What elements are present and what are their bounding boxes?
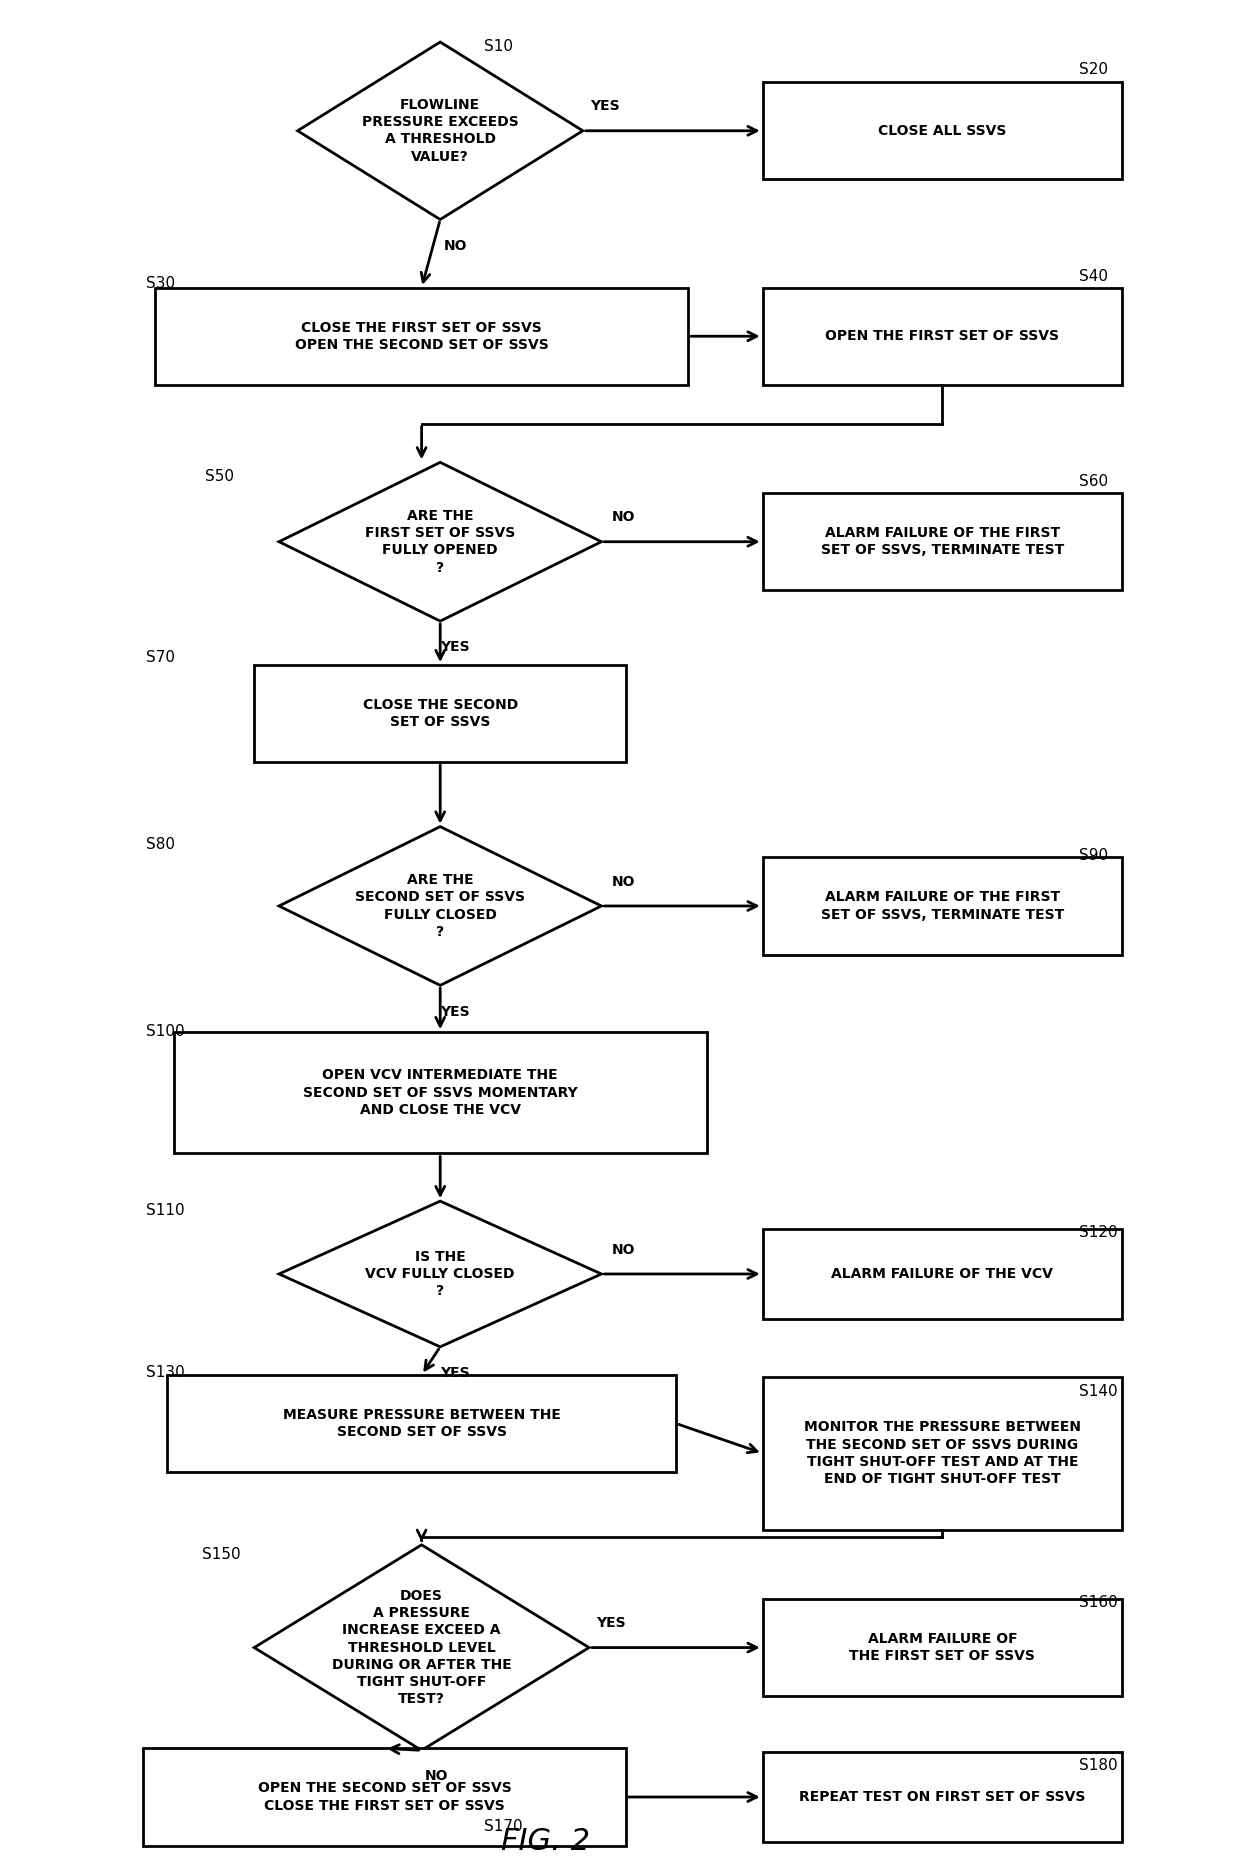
Text: S70: S70 — [146, 650, 175, 665]
Text: FIG. 2: FIG. 2 — [501, 1827, 590, 1857]
Text: ARE THE
SECOND SET OF SSVS
FULLY CLOSED
?: ARE THE SECOND SET OF SSVS FULLY CLOSED … — [355, 872, 526, 940]
Text: NO: NO — [444, 239, 466, 252]
FancyBboxPatch shape — [763, 1752, 1122, 1842]
Text: S160: S160 — [1079, 1595, 1117, 1610]
Text: ALARM FAILURE OF THE FIRST
SET OF SSVS, TERMINATE TEST: ALARM FAILURE OF THE FIRST SET OF SSVS, … — [821, 891, 1064, 921]
Text: NO: NO — [613, 874, 635, 889]
Text: S50: S50 — [205, 469, 233, 484]
FancyBboxPatch shape — [763, 857, 1122, 955]
Text: S20: S20 — [1079, 62, 1107, 77]
Text: YES: YES — [590, 99, 620, 114]
Text: YES: YES — [440, 1366, 470, 1380]
FancyBboxPatch shape — [167, 1375, 676, 1472]
Text: CLOSE ALL SSVS: CLOSE ALL SSVS — [878, 123, 1007, 138]
Text: NO: NO — [425, 1769, 448, 1784]
Text: S170: S170 — [484, 1819, 522, 1834]
FancyBboxPatch shape — [763, 1377, 1122, 1530]
FancyBboxPatch shape — [763, 493, 1122, 590]
Polygon shape — [279, 463, 601, 620]
Text: S80: S80 — [146, 837, 175, 852]
Text: S90: S90 — [1079, 848, 1107, 863]
Text: CLOSE THE FIRST SET OF SSVS
OPEN THE SECOND SET OF SSVS: CLOSE THE FIRST SET OF SSVS OPEN THE SEC… — [295, 321, 548, 351]
Polygon shape — [298, 41, 583, 219]
FancyBboxPatch shape — [143, 1748, 626, 1846]
Text: YES: YES — [440, 1005, 470, 1018]
Text: S100: S100 — [146, 1024, 185, 1039]
Text: S30: S30 — [146, 276, 175, 291]
FancyBboxPatch shape — [763, 1229, 1122, 1319]
Text: ALARM FAILURE OF
THE FIRST SET OF SSVS: ALARM FAILURE OF THE FIRST SET OF SSVS — [849, 1633, 1035, 1663]
Text: S60: S60 — [1079, 474, 1107, 489]
Polygon shape — [279, 826, 601, 984]
Text: OPEN VCV INTERMEDIATE THE
SECOND SET OF SSVS MOMENTARY
AND CLOSE THE VCV: OPEN VCV INTERMEDIATE THE SECOND SET OF … — [303, 1068, 578, 1117]
Text: MEASURE PRESSURE BETWEEN THE
SECOND SET OF SSVS: MEASURE PRESSURE BETWEEN THE SECOND SET … — [283, 1408, 560, 1438]
FancyBboxPatch shape — [155, 288, 688, 385]
Text: ALARM FAILURE OF THE VCV: ALARM FAILURE OF THE VCV — [832, 1267, 1053, 1281]
Polygon shape — [279, 1201, 601, 1347]
Text: ALARM FAILURE OF THE FIRST
SET OF SSVS, TERMINATE TEST: ALARM FAILURE OF THE FIRST SET OF SSVS, … — [821, 527, 1064, 557]
Text: S40: S40 — [1079, 269, 1107, 284]
Text: S10: S10 — [484, 39, 512, 54]
Text: REPEAT TEST ON FIRST SET OF SSVS: REPEAT TEST ON FIRST SET OF SSVS — [800, 1790, 1085, 1804]
Text: OPEN THE FIRST SET OF SSVS: OPEN THE FIRST SET OF SSVS — [826, 329, 1059, 344]
Text: S150: S150 — [202, 1547, 241, 1562]
Text: S180: S180 — [1079, 1758, 1117, 1773]
Text: YES: YES — [596, 1616, 626, 1631]
FancyBboxPatch shape — [763, 82, 1122, 179]
Text: ARE THE
FIRST SET OF SSVS
FULLY OPENED
?: ARE THE FIRST SET OF SSVS FULLY OPENED ? — [365, 508, 516, 575]
FancyBboxPatch shape — [763, 288, 1122, 385]
Text: MONITOR THE PRESSURE BETWEEN
THE SECOND SET OF SSVS DURING
TIGHT SHUT-OFF TEST A: MONITOR THE PRESSURE BETWEEN THE SECOND … — [804, 1420, 1081, 1487]
Text: S110: S110 — [146, 1203, 185, 1218]
Text: IS THE
VCV FULLY CLOSED
?: IS THE VCV FULLY CLOSED ? — [366, 1250, 515, 1298]
Text: CLOSE THE SECOND
SET OF SSVS: CLOSE THE SECOND SET OF SSVS — [362, 699, 518, 729]
Text: NO: NO — [613, 510, 635, 525]
FancyBboxPatch shape — [254, 665, 626, 762]
Text: OPEN THE SECOND SET OF SSVS
CLOSE THE FIRST SET OF SSVS: OPEN THE SECOND SET OF SSVS CLOSE THE FI… — [258, 1782, 511, 1812]
Text: DOES
A PRESSURE
INCREASE EXCEED A
THRESHOLD LEVEL
DURING OR AFTER THE
TIGHT SHUT: DOES A PRESSURE INCREASE EXCEED A THRESH… — [332, 1588, 511, 1707]
Text: S120: S120 — [1079, 1225, 1117, 1240]
Text: S130: S130 — [146, 1366, 185, 1380]
FancyBboxPatch shape — [174, 1031, 707, 1154]
FancyBboxPatch shape — [763, 1599, 1122, 1696]
Text: YES: YES — [440, 641, 470, 654]
Text: NO: NO — [613, 1242, 635, 1257]
Text: FLOWLINE
PRESSURE EXCEEDS
A THRESHOLD
VALUE?: FLOWLINE PRESSURE EXCEEDS A THRESHOLD VA… — [362, 97, 518, 164]
Text: S140: S140 — [1079, 1384, 1117, 1399]
Polygon shape — [254, 1545, 589, 1750]
